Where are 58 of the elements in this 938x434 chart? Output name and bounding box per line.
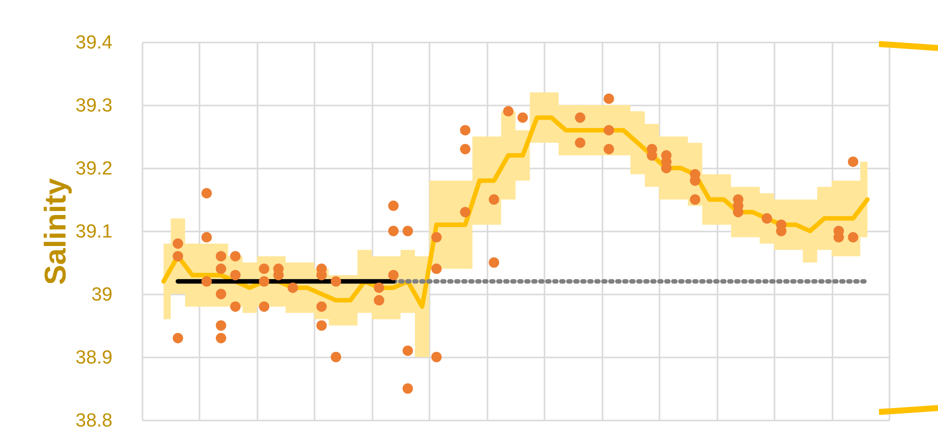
point	[258, 301, 270, 312]
point	[230, 301, 241, 312]
point	[460, 144, 470, 154]
point	[762, 213, 772, 224]
point	[402, 345, 414, 356]
point	[216, 332, 226, 344]
point	[848, 156, 858, 167]
point	[431, 352, 442, 362]
point	[574, 112, 586, 123]
point	[258, 276, 270, 287]
point	[172, 332, 184, 344]
y-tick-label: 38.9	[76, 348, 112, 368]
point	[431, 264, 442, 274]
point	[374, 295, 384, 306]
point	[402, 226, 414, 236]
point	[258, 264, 270, 274]
point	[503, 106, 514, 117]
point	[216, 264, 226, 274]
point	[517, 112, 528, 123]
point	[388, 200, 399, 212]
point	[172, 238, 184, 249]
point	[402, 383, 414, 394]
point	[604, 124, 614, 136]
y-axis-title: Salinity	[40, 178, 73, 285]
point	[216, 250, 226, 262]
point	[230, 250, 241, 262]
point	[690, 194, 700, 205]
point	[388, 270, 399, 280]
point	[230, 270, 241, 280]
point	[388, 226, 399, 236]
point	[488, 257, 500, 268]
point	[330, 276, 342, 287]
line-series	[161, 115, 870, 309]
point	[201, 276, 212, 287]
point	[201, 232, 212, 243]
point	[316, 301, 327, 312]
point	[330, 352, 342, 362]
point	[431, 232, 442, 243]
y-tick-label: 39.1	[76, 222, 112, 242]
point	[460, 206, 470, 218]
point	[216, 288, 226, 300]
point	[604, 144, 614, 154]
point	[604, 93, 614, 104]
point	[216, 320, 226, 331]
y-tick-label: 39	[91, 284, 112, 306]
point	[172, 250, 184, 262]
point	[201, 188, 212, 198]
y-tick-label: 38.8	[76, 410, 112, 432]
point	[848, 232, 858, 243]
point	[374, 282, 384, 293]
point	[460, 124, 470, 136]
point	[288, 282, 298, 293]
y-tick-label: 39.4	[76, 32, 113, 54]
point	[574, 138, 586, 148]
y-tick-label: 39.2	[76, 158, 112, 180]
point	[316, 320, 327, 331]
point	[488, 194, 500, 205]
y-tick-label: 39.3	[76, 96, 112, 116]
